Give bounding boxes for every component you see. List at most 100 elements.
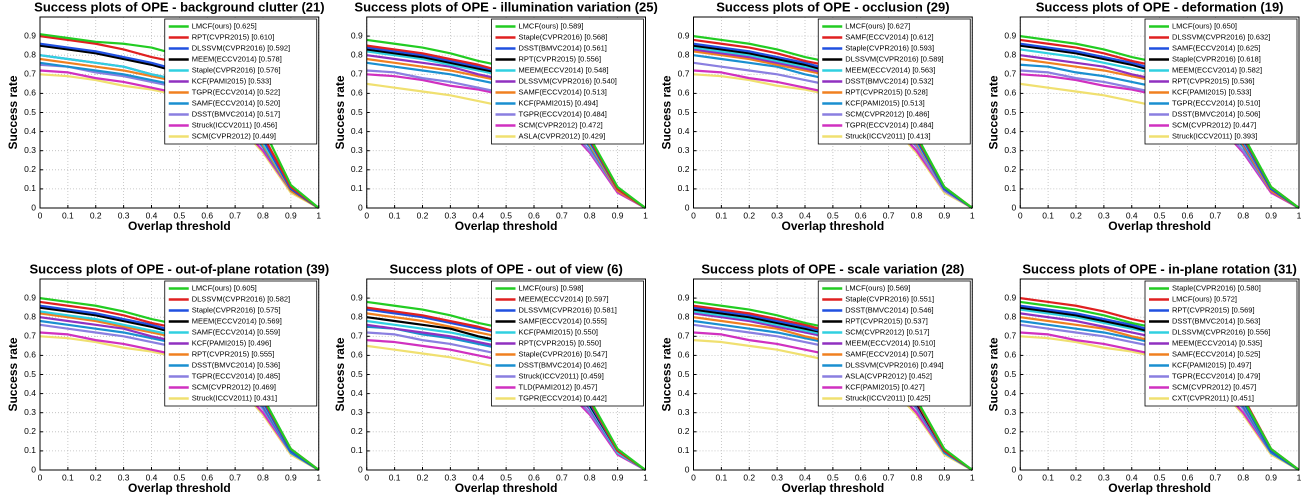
y-tick-label: 0.3 xyxy=(351,145,363,155)
y-axis-label: Success rate xyxy=(986,337,1000,411)
legend-label: MEEM(ECCV2014) [0.535] xyxy=(1172,338,1262,347)
x-tick-label: 0.1 xyxy=(62,210,74,220)
legend-label: DLSSVM(CVPR2016) [0.632] xyxy=(1172,32,1270,41)
y-tick-label: 0.3 xyxy=(678,407,690,417)
legend-label: Struck(ICCV2011) [0.413] xyxy=(845,131,930,140)
x-tick-label: 0.9 xyxy=(285,210,297,220)
x-tick-label: 0.4 xyxy=(146,210,158,220)
legend-label: RPT(CVPR2015) [0.610] xyxy=(192,32,275,41)
x-tick-label: 0.1 xyxy=(389,210,401,220)
x-tick-label: 0.5 xyxy=(173,472,185,482)
x-axis-label: Overlap threshold xyxy=(1108,219,1211,233)
x-tick-label: 0.8 xyxy=(584,472,596,482)
x-axis-label: Overlap threshold xyxy=(1108,481,1211,495)
y-tick-label: 0.6 xyxy=(351,88,363,98)
legend-label: Staple(CVPR2016) [0.593] xyxy=(845,43,934,52)
x-tick-label: 0.7 xyxy=(1209,472,1221,482)
y-tick-label: 0.1 xyxy=(24,445,36,455)
legend-label: DSST(BMVC2014) [0.517] xyxy=(192,109,280,118)
x-tick-label: 0 xyxy=(364,210,369,220)
legend-box xyxy=(817,280,971,407)
legend-label: LMCF(ours) [0.572] xyxy=(1172,294,1237,303)
legend-label: DSST(BMVC2014) [0.532] xyxy=(845,76,933,85)
legend-label: RPT(CVPR2015) [0.536] xyxy=(1172,76,1255,85)
x-tick-label: 0.9 xyxy=(285,472,297,482)
chart-title: Success plots of OPE - scale variation (… xyxy=(701,261,964,276)
y-tick-label: 0 xyxy=(31,202,36,212)
x-tick-label: 0.8 xyxy=(257,472,269,482)
x-tick-label: 0.6 xyxy=(855,472,867,482)
chart-title: Success plots of OPE - illumination vari… xyxy=(354,0,657,14)
x-tick-label: 0.9 xyxy=(1265,472,1277,482)
legend-box xyxy=(164,18,318,145)
x-tick-label: 0.3 xyxy=(1098,210,1110,220)
legend-box xyxy=(1144,18,1298,145)
y-tick-label: 0.4 xyxy=(1004,126,1016,136)
legend-label: TGPR(ECCV2014) [0.485] xyxy=(192,371,280,380)
legend-label: Struck(ICCV2011) [0.456] xyxy=(192,120,277,129)
legend-label: DSST(BMVC2014) [0.536] xyxy=(192,360,280,369)
y-tick-label: 0 xyxy=(358,202,363,212)
legend-label: DLSSVM(CVPR2016) [0.581] xyxy=(519,305,617,314)
legend-label: SCM(CVPR2012) [0.447] xyxy=(1172,120,1256,129)
chart-panel: Success plots of OPE - background clutte… xyxy=(6,0,324,233)
y-tick-label: 0.9 xyxy=(24,292,36,302)
x-tick-label: 0.8 xyxy=(911,210,923,220)
legend-label: MEEM(ECCV2014) [0.569] xyxy=(192,316,282,325)
legend-box xyxy=(491,280,644,407)
legend-label: SCM(CVPR2012) [0.469] xyxy=(192,382,276,391)
x-tick-label: 0.7 xyxy=(556,210,568,220)
y-tick-label: 0.9 xyxy=(1004,30,1016,40)
legend-label: KCF(PAMI2015) [0.427] xyxy=(845,382,924,391)
y-tick-label: 0.5 xyxy=(24,369,36,379)
x-tick-label: 0.6 xyxy=(855,210,867,220)
legend-label: KCF(PAMI2015) [0.494] xyxy=(519,98,598,107)
legend-label: KCF(PAMI2015) [0.497] xyxy=(1172,360,1251,369)
x-tick-label: 0.3 xyxy=(771,210,783,220)
x-tick-label: 0.2 xyxy=(417,210,429,220)
chart-title: Success plots of OPE - occlusion (29) xyxy=(716,0,949,14)
x-tick-label: 0.3 xyxy=(1098,472,1110,482)
plot-frame xyxy=(39,278,320,471)
x-tick-label: 1 xyxy=(316,472,321,482)
y-tick-label: 0.6 xyxy=(351,350,363,360)
y-tick-label: 0.8 xyxy=(678,311,690,321)
plot-frame xyxy=(366,278,646,471)
plot-frame xyxy=(366,16,646,209)
y-tick-label: 0.4 xyxy=(678,126,690,136)
y-tick-label: 0.5 xyxy=(678,107,690,117)
y-tick-label: 0.3 xyxy=(24,407,36,417)
legend-label: SAMF(ECCV2014) [0.525] xyxy=(1172,349,1260,358)
x-tick-label: 0.2 xyxy=(1070,210,1082,220)
legend-label: LMCF(ours) [0.569] xyxy=(845,283,910,292)
y-tick-label: 0.5 xyxy=(678,369,690,379)
x-tick-label: 0.1 xyxy=(1042,210,1054,220)
legend-label: Struck(ICCV2011) [0.431] xyxy=(192,393,277,402)
legend-label: Staple(CVPR2016) [0.568] xyxy=(519,32,608,41)
x-tick-label: 0.9 xyxy=(938,472,950,482)
legend-label: RPT(CVPR2015) [0.528] xyxy=(845,87,928,96)
x-tick-label: 1 xyxy=(1297,472,1302,482)
y-tick-label: 0.1 xyxy=(678,445,690,455)
x-tick-label: 0.2 xyxy=(743,472,755,482)
y-tick-label: 0.8 xyxy=(678,49,690,59)
legend-label: SAMF(ECCV2014) [0.625] xyxy=(1172,43,1260,52)
x-axis-label: Overlap threshold xyxy=(455,219,558,233)
legend-label: ASLA(CVPR2012) [0.429] xyxy=(519,131,606,140)
legend-label: Staple(CVPR2016) [0.551] xyxy=(845,294,934,303)
y-tick-label: 0.3 xyxy=(678,145,690,155)
legend-label: MEEM(ECCV2014) [0.563] xyxy=(845,65,935,74)
legend-box xyxy=(164,280,318,407)
y-tick-label: 0.6 xyxy=(678,88,690,98)
x-tick-label: 0.3 xyxy=(771,472,783,482)
y-tick-label: 0.3 xyxy=(351,407,363,417)
legend-label: ASLA(CVPR2012) [0.452] xyxy=(845,371,932,380)
x-tick-label: 0.6 xyxy=(528,210,540,220)
y-tick-label: 0.7 xyxy=(678,69,690,79)
x-tick-label: 0.6 xyxy=(528,472,540,482)
x-tick-label: 0.4 xyxy=(472,472,484,482)
y-tick-label: 0.7 xyxy=(351,331,363,341)
x-tick-label: 0.1 xyxy=(715,210,727,220)
x-tick-label: 0.5 xyxy=(1154,472,1166,482)
y-tick-label: 0.2 xyxy=(1004,164,1016,174)
